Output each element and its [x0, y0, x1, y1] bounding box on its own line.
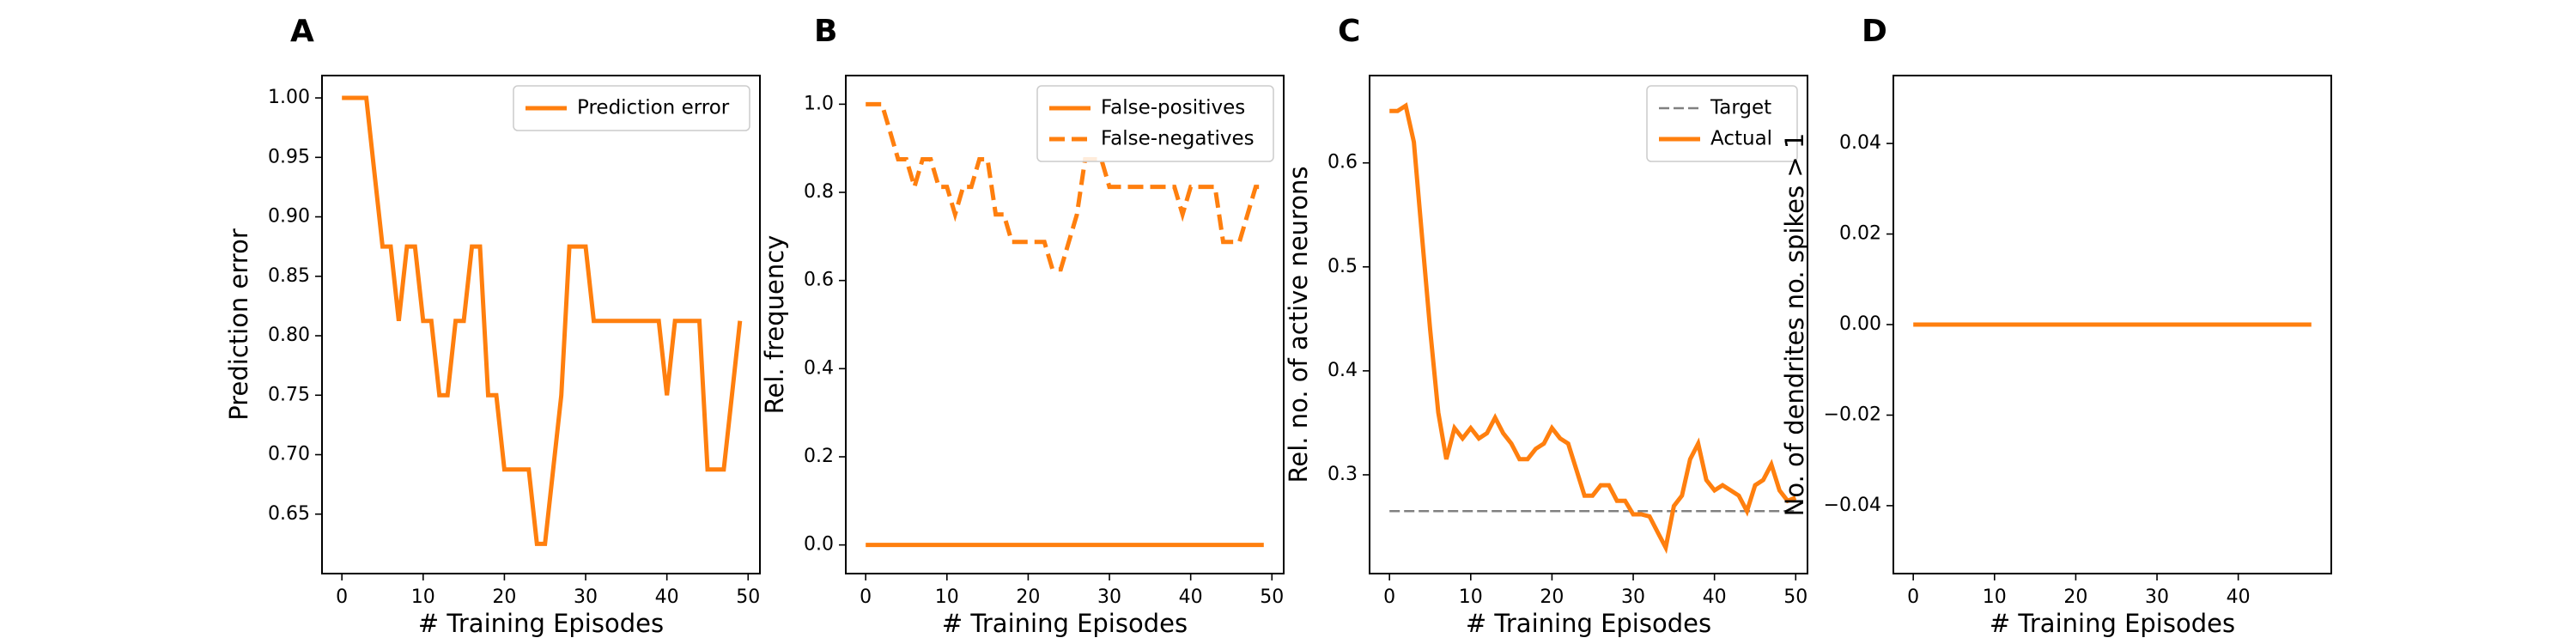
- y-tick-label: 0.80: [268, 325, 310, 346]
- x-tick-label: 50: [1783, 586, 1807, 608]
- x-tick-label: 20: [2063, 586, 2087, 608]
- x-tick-label: 20: [492, 586, 516, 608]
- x-tick-label: 20: [1540, 586, 1564, 608]
- legend-box: [513, 85, 750, 131]
- y-tick-label: 0.4: [1327, 360, 1358, 381]
- y-axis-label: Rel. frequency: [760, 235, 789, 415]
- x-tick-label: 10: [1459, 586, 1483, 608]
- y-tick-label: 0.6: [1327, 152, 1358, 173]
- panel-a: A 0 10 20 30 40 50 0.65 0.70 0.75 0.80 0.85 0.90 0.95…: [224, 14, 761, 638]
- axes-frame: [1369, 75, 1808, 574]
- x-tick-label: 20: [1016, 586, 1040, 608]
- legend-box: [1036, 85, 1274, 162]
- y-tick-label: 1.00: [268, 87, 310, 108]
- x-axis-label: # Training Episodes: [1990, 609, 2235, 638]
- legend-entry: Actual: [1710, 128, 1772, 150]
- panel-b: B 0 10 20 30 40 50 0.0 0.2 0.4 0.6 0.8 1.0 # Training…: [760, 14, 1285, 638]
- panel-c: C 0 10 20 30 40 50 0.3 0.4 0.5 0.6 # Training Episo…: [1284, 14, 1808, 638]
- y-tick-label: 0.5: [1327, 256, 1358, 277]
- x-tick-label: 0: [860, 586, 872, 608]
- series-line-actual: [1389, 102, 1797, 555]
- x-tick-label: 40: [1179, 586, 1203, 608]
- x-tick-label: 50: [1260, 586, 1284, 608]
- x-tick-label: 10: [935, 586, 959, 608]
- legend-entry: False-negatives: [1101, 128, 1255, 150]
- x-tick-label: 0: [1383, 586, 1395, 608]
- x-tick-label: 40: [1703, 586, 1727, 608]
- y-axis-label: No. of dendrites no. spikes > 1: [1780, 133, 1809, 517]
- y-tick-label: 0.95: [268, 146, 310, 167]
- panel-letter: A: [290, 14, 314, 49]
- x-tick-label: 40: [2227, 586, 2251, 608]
- x-axis-label: # Training Episodes: [942, 609, 1188, 638]
- x-tick-label: 30: [2145, 586, 2169, 608]
- y-tick-label: 0.6: [804, 270, 834, 291]
- legend-box: [1646, 85, 1798, 162]
- x-tick-label: 10: [1983, 586, 2007, 608]
- y-tick-label: 0.3: [1327, 464, 1358, 485]
- y-tick-label: 0.70: [268, 444, 310, 465]
- legend: False-positives False-negatives: [1036, 85, 1274, 162]
- y-tick-label: 0.65: [268, 503, 310, 525]
- y-tick-label: 0.2: [804, 446, 834, 467]
- legend-entry: False-positives: [1101, 97, 1245, 119]
- y-tick-label: −0.04: [1824, 495, 1881, 516]
- panel-d: D 0 10 20 30 40 −0.04 −0.02 0.00 0.02 0.04 # Traini…: [1780, 14, 2332, 638]
- x-tick-label: 30: [1097, 586, 1121, 608]
- y-tick-label: 0.85: [268, 265, 310, 287]
- x-tick-label: 30: [1621, 586, 1645, 608]
- y-axis-label: Prediction error: [224, 228, 253, 421]
- y-tick-label: 0.90: [268, 206, 310, 228]
- y-tick-label: −0.02: [1824, 404, 1881, 425]
- legend-entry: Target: [1710, 97, 1771, 119]
- panel-letter: C: [1338, 14, 1360, 49]
- series-line-prediction-error: [342, 95, 743, 546]
- x-tick-label: 0: [1907, 586, 1919, 608]
- x-axis-label: # Training Episodes: [1466, 609, 1711, 638]
- y-axis-label: Rel. no. of active neurons: [1284, 167, 1313, 483]
- x-axis-label: # Training Episodes: [418, 609, 664, 638]
- y-tick-label: 0.04: [1839, 132, 1881, 154]
- y-tick-label: 0.0: [804, 534, 834, 556]
- legend-entry: Prediction error: [577, 97, 730, 119]
- y-tick-label: 0.4: [804, 357, 834, 379]
- panel-letter: D: [1862, 14, 1887, 49]
- y-tick-label: 0.75: [268, 384, 310, 405]
- y-tick-label: 1.0: [804, 93, 834, 114]
- panel-letter: B: [814, 14, 837, 49]
- x-tick-label: 50: [736, 586, 760, 608]
- y-tick-label: 0.00: [1839, 313, 1881, 335]
- y-tick-label: 0.02: [1839, 223, 1881, 245]
- legend: Prediction error: [513, 85, 750, 131]
- y-tick-label: 0.8: [804, 181, 834, 203]
- x-tick-label: 0: [336, 586, 348, 608]
- x-tick-label: 10: [411, 586, 435, 608]
- x-tick-label: 40: [655, 586, 679, 608]
- axes-frame: [321, 75, 761, 574]
- axes-frame: [845, 75, 1285, 574]
- x-tick-label: 30: [574, 586, 598, 608]
- legend: Target Actual: [1646, 85, 1798, 162]
